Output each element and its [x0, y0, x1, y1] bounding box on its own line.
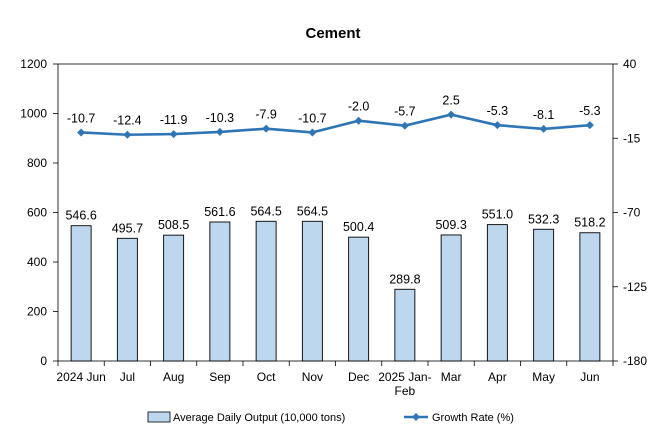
legend-line-label: Growth Rate (%): [432, 412, 514, 424]
bar: [533, 228, 555, 362]
x-axis-category-label: Sep: [209, 370, 231, 384]
line-data-label: -2.0: [348, 100, 370, 114]
growth-rate-point: [77, 128, 86, 137]
left-axis-tick-label: 600: [27, 206, 47, 220]
growth-rate-point: [308, 128, 317, 137]
bar-data-label: 564.5: [250, 204, 281, 218]
bar-data-label: 551.0: [482, 208, 513, 222]
x-axis-category-label: May: [532, 370, 555, 384]
line-data-label: -10.7: [298, 111, 327, 125]
bar-data-label: 500.4: [343, 220, 374, 234]
growth-rate-point: [447, 110, 456, 119]
bar: [579, 232, 601, 362]
x-axis-category-label: 2025 Jan-Feb: [378, 370, 431, 398]
x-axis-category-label: Jul: [120, 370, 135, 384]
left-axis-tick-label: 400: [27, 255, 47, 269]
bar-data-label: 518.2: [574, 216, 605, 230]
growth-rate-line: [81, 113, 590, 137]
bar: [209, 221, 231, 362]
bar: [301, 220, 323, 362]
x-axis-category-label: Apr: [488, 370, 507, 384]
bar: [394, 288, 416, 362]
bar: [116, 237, 138, 362]
bar: [440, 234, 462, 362]
line-data-label: -5.3: [579, 104, 601, 118]
chart-title: Cement: [305, 25, 360, 42]
growth-rate-point: [585, 121, 594, 130]
line-data-label: -10.7: [67, 111, 96, 125]
bar-data-label: 564.5: [297, 204, 328, 218]
x-axis-category-label: Nov: [302, 370, 323, 384]
growth-rate-point: [493, 121, 502, 130]
legend: Average Daily Output (10,000 tons) Growth…: [147, 411, 514, 424]
growth-rate-point: [169, 130, 178, 139]
left-axis-tick-label: 1000: [20, 107, 47, 121]
growth-rate-point: [215, 127, 224, 136]
bar: [70, 225, 92, 362]
line-data-label: -5.7: [394, 105, 416, 119]
bar-data-label: 561.6: [204, 205, 235, 219]
growth-rate-point: [262, 124, 271, 133]
growth-rate-point: [400, 121, 409, 130]
line-data-label: -11.9: [160, 113, 188, 127]
x-axis-category-label: Mar: [441, 370, 462, 384]
left-axis-tick-label: 0: [40, 354, 47, 368]
bar-data-label: 508.5: [158, 218, 189, 232]
left-axis-tick-label: 800: [27, 156, 47, 170]
growth-rate-point: [123, 130, 132, 139]
right-axis-tick-label: -125: [623, 280, 647, 294]
line-data-label: -7.9: [255, 108, 277, 122]
line-data-label: -5.3: [487, 104, 509, 118]
line-data-label: -12.4: [113, 114, 142, 128]
line-data-label: -10.3: [206, 111, 235, 125]
right-axis-tick-label: -15: [623, 131, 641, 145]
legend-bar-swatch: [147, 411, 171, 423]
bar: [255, 220, 277, 362]
x-axis-category-label: Jun: [580, 370, 599, 384]
bar-data-label: 532.3: [528, 212, 559, 226]
bar: [163, 234, 185, 362]
left-axis-tick-label: 1200: [20, 57, 47, 71]
bar-data-label: 546.6: [65, 209, 96, 223]
right-axis-tick-label: -180: [623, 354, 647, 368]
x-axis-category-label: Aug: [163, 370, 184, 384]
right-axis-tick-label: 40: [623, 57, 637, 71]
right-axis-tick-label: -70: [623, 206, 641, 220]
bar-data-label: 495.7: [112, 221, 143, 235]
growth-rate-point: [354, 116, 363, 125]
x-axis-category-label: Oct: [257, 370, 276, 384]
growth-rate-point: [539, 124, 548, 133]
bar-data-label: 509.3: [435, 218, 466, 232]
x-axis-category-label: 2024 Jun: [56, 370, 105, 384]
bar: [348, 236, 370, 362]
bar-data-label: 289.8: [389, 272, 420, 286]
legend-bar-label: Average Daily Output (10,000 tons): [173, 412, 345, 424]
legend-line-marker: [412, 413, 420, 421]
left-axis-tick-label: 200: [27, 305, 47, 319]
bar: [486, 224, 508, 362]
x-axis-category-label: Dec: [348, 370, 369, 384]
plot-area: 0 200 400 600 800 1000 1200 -180 -125 -70 -15 40 202…: [20, 57, 647, 398]
line-data-label: 2.5: [442, 94, 459, 108]
line-data-label: -8.1: [533, 108, 555, 122]
